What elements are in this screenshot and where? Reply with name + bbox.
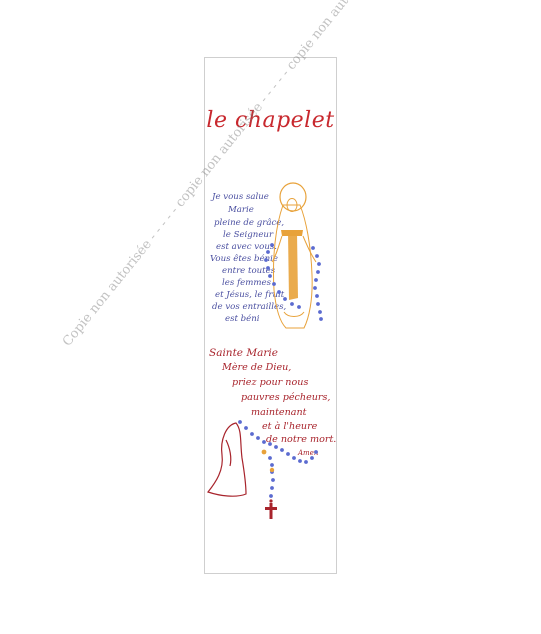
virgin-mary-illustration — [271, 182, 317, 329]
sainte-line: pauvres pécheurs, — [241, 392, 331, 403]
sainte-line: maintenant — [251, 407, 307, 418]
rosary-beads-top — [264, 243, 323, 321]
ave-line: le Seigneur — [223, 230, 274, 240]
rosary-gold-beads — [261, 449, 275, 473]
sainte-line: priez pour nous — [232, 377, 309, 388]
ave-line: Je vous salue — [212, 192, 269, 202]
ave-line: et Jésus, le fruit — [215, 290, 285, 300]
ave-line: entre toutes — [222, 266, 276, 276]
ave-line: pleine de grâce, — [214, 218, 285, 228]
ave-line: est avec vous. — [216, 242, 277, 252]
praying-figure-illustration — [206, 422, 247, 497]
amen-text: Amen — [298, 449, 319, 457]
cross-icon — [265, 499, 277, 519]
ave-line: Marie — [228, 205, 254, 215]
bookmark-title: le chapelet — [206, 108, 335, 133]
rosary-beads-bottom — [238, 420, 318, 498]
ave-line: est béni — [225, 314, 260, 324]
ave-line: Vous êtes bénie — [210, 254, 278, 264]
ave-line: de vos entrailles, — [212, 302, 287, 312]
sainte-line: de notre mort. — [266, 434, 337, 445]
sainte-line: Mère de Dieu, — [222, 362, 292, 373]
ave-line: les femmes — [222, 278, 272, 288]
sainte-line: et à l'heure — [262, 421, 318, 432]
sainte-line: Sainte Marie — [209, 347, 278, 359]
